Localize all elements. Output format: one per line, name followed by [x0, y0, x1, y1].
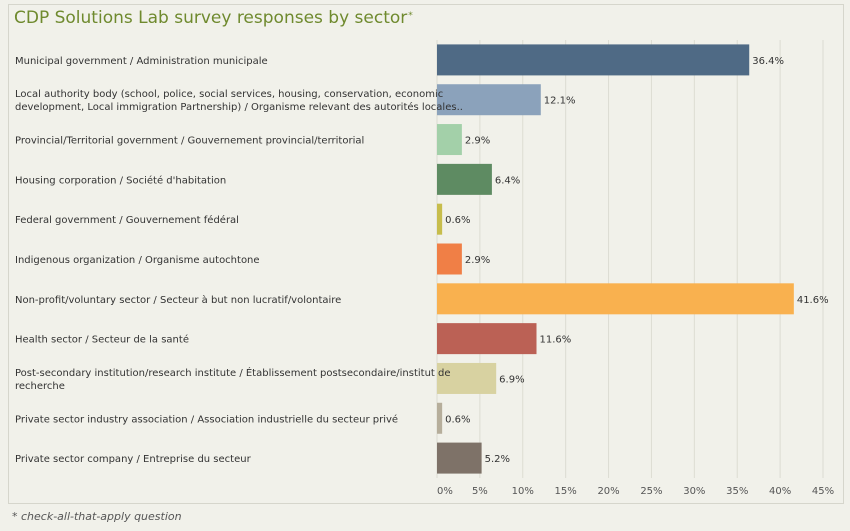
- category-label: Housing corporation / Société d'habitati…: [15, 174, 226, 186]
- x-tick-label: 40%: [769, 486, 791, 497]
- category-label: Indigenous organization / Organisme auto…: [15, 255, 260, 266]
- category-label: recherche: [15, 381, 65, 392]
- bar: [437, 402, 443, 434]
- data-label: 6.4%: [495, 175, 520, 186]
- chart-panel: [8, 4, 844, 504]
- data-label: 5.2%: [485, 454, 510, 465]
- bar: [437, 163, 492, 195]
- data-label: 2.9%: [465, 255, 490, 266]
- category-label: Post-secondary institution/research inst…: [15, 366, 451, 379]
- bar: [437, 283, 794, 315]
- x-tick-label: 10%: [512, 486, 534, 497]
- data-label: 6.9%: [499, 374, 524, 385]
- category-label: Non-profit/voluntary sector / Secteur à …: [15, 294, 341, 306]
- x-tick-label: 20%: [597, 486, 619, 497]
- data-label: 0.6%: [445, 215, 470, 226]
- category-label: Municipal government / Administration mu…: [15, 56, 268, 67]
- bar: [437, 362, 497, 394]
- data-label: 2.9%: [465, 136, 490, 147]
- data-label: 12.1%: [544, 96, 576, 107]
- category-label: Local authority body (school, police, so…: [15, 89, 443, 100]
- chart-title: CDP Solutions Lab survey responses by se…: [14, 8, 413, 28]
- category-label: Health sector / Secteur de la santé: [15, 334, 189, 346]
- data-label: 0.6%: [445, 414, 470, 425]
- x-tick-label: 30%: [683, 486, 705, 497]
- category-label: Private sector industry association / As…: [15, 413, 398, 425]
- x-tick-label: 45%: [812, 486, 834, 497]
- data-label: 41.6%: [797, 295, 829, 306]
- x-tick-label: 5%: [472, 486, 488, 497]
- x-tick-label: 25%: [640, 486, 662, 497]
- data-label: 36.4%: [752, 56, 784, 67]
- chart-title-marker: *: [408, 11, 413, 21]
- bar: [437, 323, 537, 355]
- x-tick-label: 15%: [555, 486, 577, 497]
- data-label: 11.6%: [540, 335, 572, 346]
- category-label: development, Local immigration Partnersh…: [15, 101, 463, 113]
- category-label: Provincial/Territorial government / Gouv…: [15, 136, 364, 147]
- bar: [437, 243, 462, 275]
- bar: [437, 44, 750, 76]
- bar: [437, 203, 443, 235]
- category-label: Private sector company / Entreprise du s…: [15, 454, 252, 465]
- footnote: * check-all-that-apply question: [12, 510, 182, 523]
- category-label: Federal government / Gouvernement fédéra…: [15, 214, 239, 226]
- x-tick-label: 35%: [726, 486, 748, 497]
- bar: [437, 84, 541, 116]
- bar: [437, 442, 482, 474]
- chart-title-text: CDP Solutions Lab survey responses by se…: [14, 8, 408, 28]
- bar: [437, 124, 462, 156]
- x-tick-label: 0%: [437, 486, 453, 497]
